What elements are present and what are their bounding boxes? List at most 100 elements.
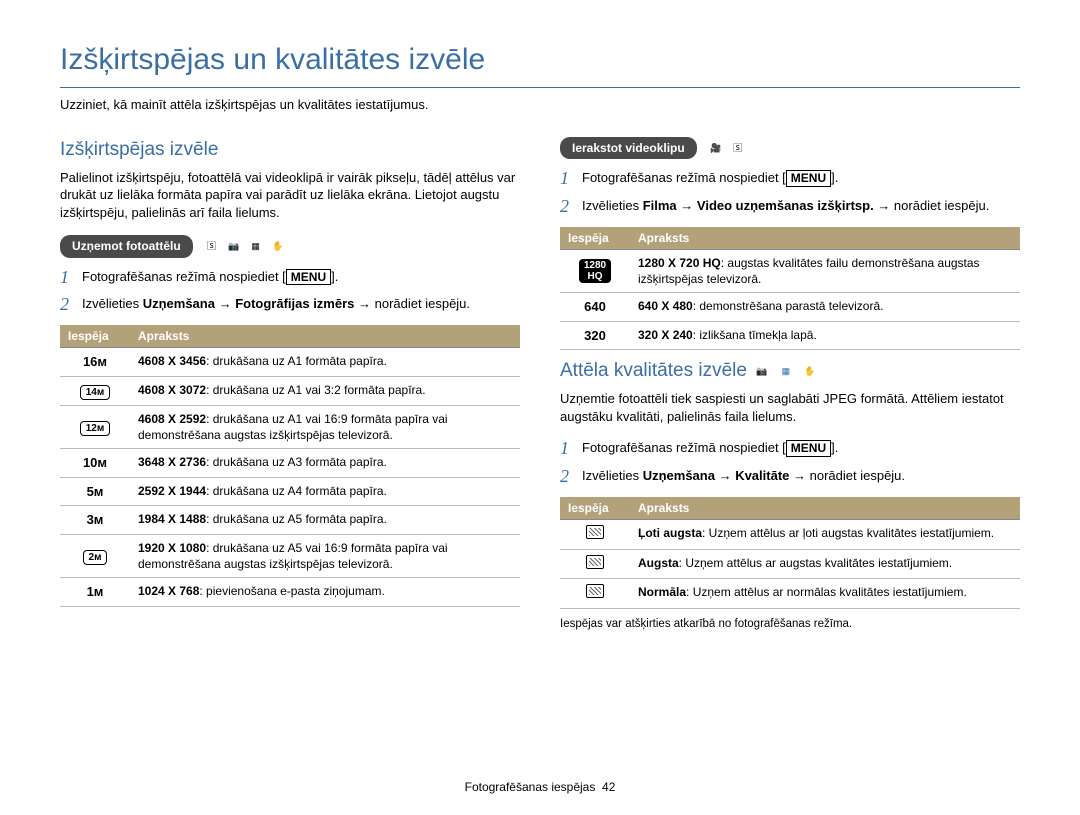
desc-cell: 1280 X 720 HQ: augstas kvalitātes failu … <box>630 250 1020 293</box>
quality-step-2: 2 Izvēlieties Uzņemšana → Kvalitāte → no… <box>560 467 1020 487</box>
page-intro: Uzziniet, kā mainīt attēla izšķirtspējas… <box>60 96 1020 114</box>
menu-button-icon: MENU <box>786 170 831 186</box>
table-header-option: Iespēja <box>60 325 130 348</box>
resolution-value: 3648 X 2736 <box>138 455 206 469</box>
resolution-section-title: Izšķirtspējas izvēle <box>60 137 520 163</box>
quality-steps: 1 Fotografēšanas režīmā nospiediet [MENU… <box>560 439 1020 487</box>
table-header-desc: Apraksts <box>630 227 1020 250</box>
option-cell: 2ᴍ <box>60 534 130 577</box>
mode-op-icon: 📷 <box>753 363 771 379</box>
step-text: Fotografēšanas režīmā nospiediet [ <box>582 440 786 455</box>
step-bold: Fotogrāfijas izmērs <box>235 296 354 311</box>
two-column-layout: Izšķirtspējas izvēle Palielinot izšķirts… <box>60 137 1020 632</box>
desc-cell: Augsta: Uzņem attēlus ar augstas kvalitā… <box>630 549 1020 579</box>
step-number: 2 <box>560 467 574 487</box>
table-header-desc: Apraksts <box>130 325 520 348</box>
resolution-section-intro: Palielinot izšķirtspēju, fotoattēlā vai … <box>60 169 520 222</box>
resolution-value: 640 X 480 <box>638 299 693 313</box>
resolution-badge-icon: 1280HQ <box>579 259 611 283</box>
table-row: Normāla: Uzņem attēlus ar normālas kvali… <box>560 579 1020 609</box>
quality-section-intro: Uzņemtie fotoattēli tiek saspiesti un sa… <box>560 390 1020 425</box>
table-row: 1ᴍ 1024 X 768: pievienošana e-pasta ziņoj… <box>60 578 520 607</box>
step-number: 2 <box>560 197 574 217</box>
resolution-text-icon: 16ᴍ <box>83 354 107 369</box>
step-body: Izvēlieties Filma → Video uzņemšanas izš… <box>582 197 1020 217</box>
resolution-value: 2592 X 1944 <box>138 484 206 498</box>
option-cell <box>560 520 630 550</box>
video-steps: 1 Fotografēšanas režīmā nospiediet [MENU… <box>560 169 1020 217</box>
resolution-value: 1920 X 1080 <box>138 541 206 555</box>
resolution-badge-icon: 2ᴍ <box>83 550 108 565</box>
desc-cell: Normāla: Uzņem attēlus ar normālas kvali… <box>630 579 1020 609</box>
desc-cell: 4608 X 2592: drukāšana uz A1 vai 16:9 fo… <box>130 405 520 448</box>
option-cell: 14ᴍ <box>60 376 130 405</box>
video-pill: Ierakstot videoklipu <box>560 137 697 159</box>
step-text: ]. <box>831 440 838 455</box>
step-text: norādiet iespēju. <box>810 468 905 483</box>
resolution-value: 1024 X 768 <box>138 584 199 598</box>
table-header-desc: Apraksts <box>630 497 1020 520</box>
table-row: 14ᴍ 4608 X 3072: drukāšana uz A1 vai 3:2 … <box>60 376 520 405</box>
mode-scene-icon: ▦ <box>247 238 265 254</box>
step-bold: Uzņemšana <box>143 296 215 311</box>
page-footer: Fotografēšanas iespējas 42 <box>0 779 1080 795</box>
page-title: Izšķirtspējas un kvalitātes izvēle <box>60 40 1020 88</box>
photo-step-2: 2 Izvēlieties Uzņemšana → Fotogrāfijas i… <box>60 295 520 315</box>
resolution-text-icon: 1ᴍ <box>87 584 104 599</box>
option-cell <box>560 549 630 579</box>
step-body: Fotografēšanas režīmā nospiediet [MENU]. <box>582 169 1020 189</box>
resolution-desc: : drukāšana uz A1 formāta papīra. <box>206 354 387 368</box>
mode-smart-icon: 🅂 <box>729 140 747 156</box>
photo-step-1: 1 Fotografēšanas režīmā nospiediet [MENU… <box>60 268 520 288</box>
step-body: Izvēlieties Uzņemšana → Fotogrāfijas izm… <box>82 295 520 315</box>
quality-note: Iespējas var atšķirties atkarībā no foto… <box>560 617 1020 633</box>
table-row: 320320 X 240: izlikšana tīmekļa lapā. <box>560 321 1020 350</box>
resolution-text-icon: 10ᴍ <box>83 455 107 470</box>
step-number: 1 <box>60 268 74 288</box>
desc-cell: Ļoti augsta: Uzņem attēlus ar ļoti augst… <box>630 520 1020 550</box>
step-text: Izvēlieties <box>582 468 643 483</box>
mode-op-icon: 📷 <box>225 238 243 254</box>
resolution-text-icon: 640 <box>584 299 606 314</box>
option-cell: 10ᴍ <box>60 449 130 478</box>
menu-button-icon: MENU <box>286 269 331 285</box>
table-row: Augsta: Uzņem attēlus ar augstas kvalitā… <box>560 549 1020 579</box>
right-column: Ierakstot videoklipu 🎥 🅂 1 Fotografēšana… <box>560 137 1020 632</box>
quality-name: Augsta <box>638 556 679 570</box>
resolution-text-icon: 5ᴍ <box>87 484 104 499</box>
option-cell: 320 <box>560 321 630 350</box>
desc-cell: 4608 X 3072: drukāšana uz A1 vai 3:2 for… <box>130 376 520 405</box>
mode-dual-icon: ✋ <box>801 363 819 379</box>
video-step-1: 1 Fotografēšanas režīmā nospiediet [MENU… <box>560 169 1020 189</box>
option-cell: 1280HQ <box>560 250 630 293</box>
table-row: 640640 X 480: demonstrēšana parastā tele… <box>560 293 1020 322</box>
mode-video-icon: 🎥 <box>707 140 725 156</box>
mode-scene-icon: ▦ <box>777 363 795 379</box>
quality-section-title: Attēla kvalitātes izvēle 📷 ▦ ✋ <box>560 358 1020 384</box>
step-text: norādiet iespēju. <box>375 296 470 311</box>
desc-cell: 4608 X 3456: drukāšana uz A1 formāta pap… <box>130 348 520 377</box>
quality-table: Iespēja Apraksts Ļoti augsta: Uzņem attē… <box>560 497 1020 609</box>
step-arrow: → <box>715 468 735 483</box>
step-body: Izvēlieties Uzņemšana → Kvalitāte → norā… <box>582 467 1020 487</box>
step-number: 1 <box>560 439 574 459</box>
resolution-value: 4608 X 3456 <box>138 354 206 368</box>
step-arrow: → <box>677 198 697 213</box>
photo-resolution-table: Iespēja Apraksts 16ᴍ 4608 X 3456: drukāša… <box>60 325 520 607</box>
option-cell: 3ᴍ <box>60 506 130 535</box>
resolution-desc: : pievienošana e-pasta ziņojumam. <box>199 584 384 598</box>
quality-icon <box>586 555 604 569</box>
step-text: ]. <box>331 269 338 284</box>
step-bold: Uzņemšana <box>643 468 715 483</box>
step-text: ]. <box>831 170 838 185</box>
video-resolution-table: Iespēja Apraksts 1280HQ1280 X 720 HQ: au… <box>560 227 1020 351</box>
resolution-value: 1984 X 1488 <box>138 512 206 526</box>
quality-desc: : Uzņem attēlus ar normālas kvalitātes i… <box>686 585 967 599</box>
resolution-text-icon: 3ᴍ <box>87 512 104 527</box>
resolution-badge-icon: 14ᴍ <box>80 385 111 400</box>
table-row: 10ᴍ3648 X 2736: drukāšana uz A3 formāta … <box>60 449 520 478</box>
resolution-value: 320 X 240 <box>638 328 693 342</box>
step-text: norādiet iespēju. <box>894 198 989 213</box>
desc-cell: 1984 X 1488: drukāšana uz A5 formāta pap… <box>130 506 520 535</box>
footer-label: Fotografēšanas iespējas <box>465 780 596 794</box>
